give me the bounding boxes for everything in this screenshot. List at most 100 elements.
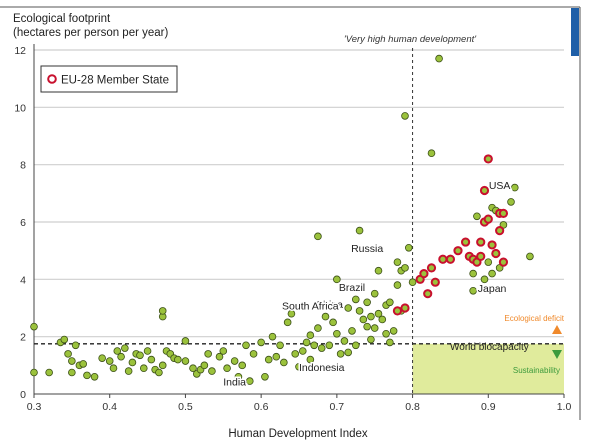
data-point-92	[374, 309, 383, 318]
data-point-72	[325, 341, 334, 350]
data-point-114	[473, 212, 481, 221]
data-point-54	[264, 355, 273, 364]
data-point-58	[280, 358, 288, 367]
data-point-105	[401, 112, 409, 120]
data-point-13	[98, 354, 106, 362]
country-label-indonesia: Indonesia	[299, 362, 345, 374]
data-point-17	[117, 352, 125, 361]
data-point-41	[204, 350, 212, 358]
data-point-24	[143, 347, 152, 355]
data-point-63	[298, 347, 307, 355]
data-point-85	[359, 315, 368, 324]
data-point-19	[124, 367, 133, 375]
data-point-76	[336, 350, 345, 358]
data-point-104	[401, 264, 409, 272]
data-point-2	[45, 368, 53, 377]
data-point-18	[121, 344, 129, 352]
data-point-49	[242, 341, 250, 350]
data-point-eu-20	[487, 240, 497, 250]
data-point-eu-25	[498, 257, 509, 267]
data-point-62	[295, 362, 303, 371]
data-point-101	[393, 258, 402, 266]
country-label-china: China	[316, 299, 344, 311]
data-point-57	[276, 341, 284, 350]
data-point-87	[363, 322, 371, 331]
data-point-53	[261, 372, 269, 381]
legend-eu-marker	[47, 74, 57, 84]
x-tick-label-0.5: 0.5	[178, 401, 193, 413]
data-point-99	[389, 327, 398, 335]
x-tick-label-1: 1.0	[557, 401, 572, 413]
data-point-75	[333, 329, 341, 338]
very-high-development-label: 'Very high human development'	[344, 34, 477, 45]
x-tick-label-0.3: 0.3	[27, 401, 42, 413]
country-label-india: India	[223, 376, 246, 388]
country-label-japan: Japan	[478, 283, 507, 295]
data-point-79	[344, 304, 353, 312]
data-point-eu-19	[483, 214, 493, 224]
data-point-36	[181, 357, 190, 365]
data-point-11	[83, 371, 91, 380]
data-point-eu-22	[495, 226, 505, 236]
data-point-86	[363, 298, 371, 307]
y-tick-label-12: 12	[14, 45, 26, 57]
data-point-55	[268, 332, 277, 341]
data-point-94	[378, 315, 387, 324]
data-point-83	[355, 307, 364, 315]
data-point-59	[283, 318, 292, 327]
data-point-45	[223, 364, 231, 373]
data-point-30	[158, 307, 167, 315]
data-point-44	[219, 347, 228, 355]
data-point-100	[393, 281, 402, 289]
data-point-125	[526, 252, 534, 261]
data-point-eu-21	[491, 248, 501, 259]
data-point-82	[351, 295, 360, 304]
data-point-4	[60, 335, 69, 344]
legend-box	[40, 65, 178, 93]
data-point-eu-3	[419, 269, 429, 279]
data-point-eu-8	[445, 254, 456, 264]
data-point-69	[314, 232, 322, 241]
data-point-52	[257, 338, 265, 347]
data-point-eu-10	[460, 237, 471, 247]
world-biocapacity-label: World biocapacity	[450, 342, 529, 353]
y-tick-label-8: 8	[20, 160, 26, 172]
data-point-88	[367, 312, 375, 321]
data-point-7	[68, 368, 76, 377]
data-point-46	[230, 357, 239, 365]
data-point-71	[321, 312, 330, 321]
x-tick-label-0.7: 0.7	[330, 401, 345, 413]
country-label-russia: Russia	[351, 243, 383, 255]
data-point-48	[238, 361, 247, 370]
data-point-eu-6	[430, 277, 440, 287]
data-point-64	[302, 338, 311, 347]
data-points	[30, 54, 534, 385]
data-point-eu-5	[426, 263, 437, 273]
data-point-90	[370, 289, 379, 298]
data-point-61	[291, 350, 300, 358]
data-point-eu-7	[438, 254, 448, 264]
x-tick-label-0.8: 0.8	[405, 401, 420, 413]
data-point-116	[480, 275, 489, 284]
data-point-eu-1	[400, 303, 410, 313]
data-point-56	[272, 352, 281, 361]
data-point-97	[386, 298, 394, 307]
data-point-eu-15	[476, 237, 486, 247]
grid-lines	[34, 49, 564, 338]
data-point-47	[234, 372, 243, 381]
sustainability-label: Sustainability	[513, 366, 560, 375]
y-tick-label-6: 6	[20, 217, 26, 229]
x-tick-label-0.9: 0.9	[481, 401, 496, 413]
data-point-eu-24	[498, 208, 509, 218]
data-point-eu-9	[453, 246, 463, 256]
data-point-117	[484, 258, 493, 266]
data-point-8	[71, 341, 80, 350]
data-point-40	[200, 361, 209, 370]
data-point-77	[340, 337, 349, 345]
data-point-16	[113, 347, 122, 355]
data-point-20	[128, 358, 137, 367]
data-point-68	[314, 324, 322, 332]
data-point-91	[370, 324, 379, 332]
data-point-12	[90, 372, 99, 381]
